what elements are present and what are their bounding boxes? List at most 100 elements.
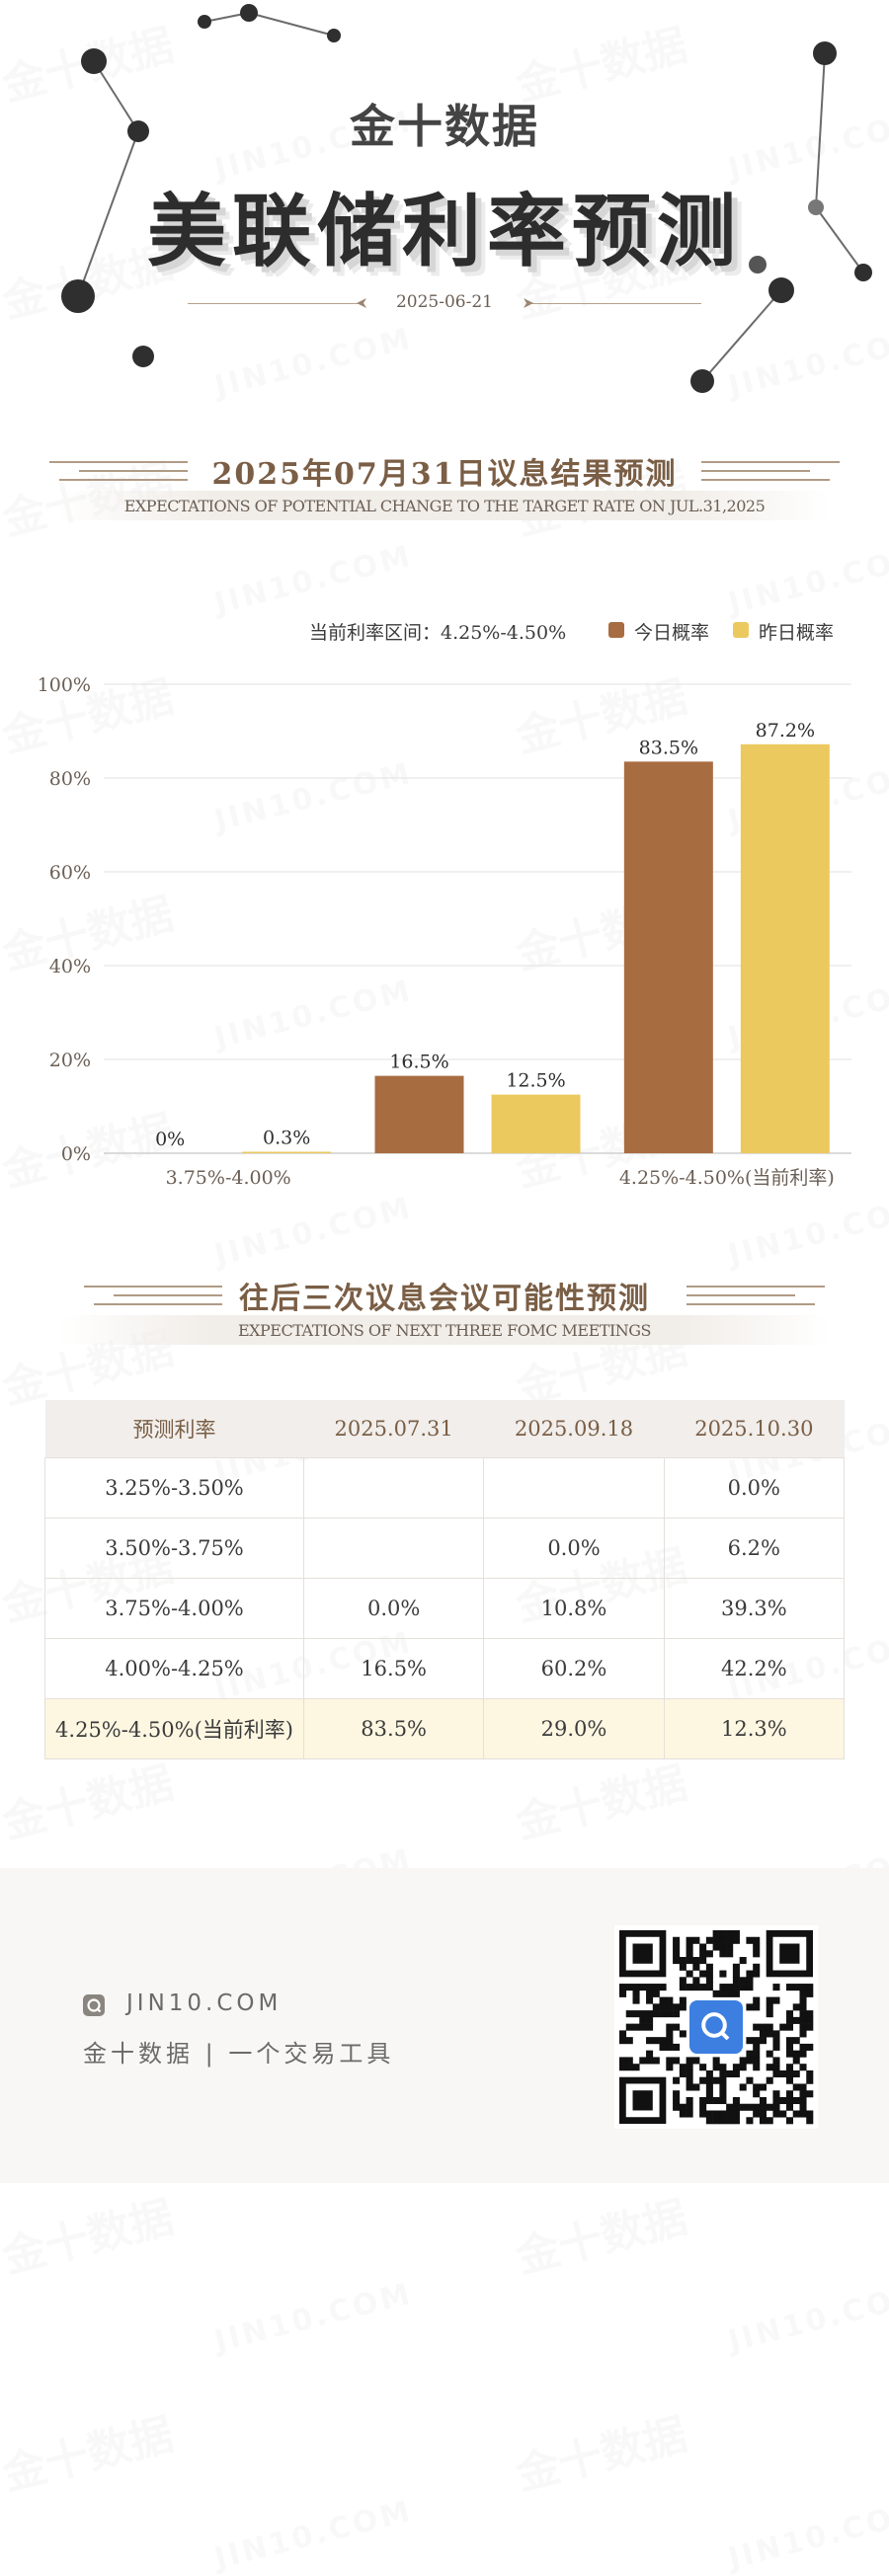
section2-title: 往后三次议息会议可能性预测 [239,1282,650,1316]
qr-module [772,2103,780,2111]
qr-module [673,2103,681,2111]
qr-module [719,2076,727,2084]
qr-module [705,2090,713,2098]
y-tick-label: 100% [38,674,91,696]
qr-module [719,1950,727,1958]
qr-module [732,1990,740,1997]
qr-module [772,2037,780,2045]
qr-module [666,2064,674,2071]
data-label: 16.5% [389,1052,448,1073]
qr-module [673,2010,681,2018]
qr-module [679,1984,687,1991]
bar [491,1094,581,1153]
qr-module [753,1950,761,1958]
qr-module [746,1970,754,1978]
qr-module [766,2064,773,2071]
table-cell [483,1457,665,1519]
table-cell: 83.5% [302,1698,485,1759]
qr-module [673,2076,681,2084]
qr-module [705,1950,713,1958]
section1-left-deco-1 [49,461,188,463]
section1-right-deco-3 [701,479,830,481]
qr-module [719,2083,727,2091]
qr-module [799,2096,807,2105]
qr-module [785,2076,794,2084]
date-left-arrow [357,298,366,308]
qr-module [759,2030,767,2038]
qr-module [739,1957,747,1965]
qr-module [799,1996,807,2004]
qr-module [719,2096,727,2105]
qr-module [692,1936,700,1944]
qr-module [666,1996,674,2004]
qr-module [652,1984,660,1991]
qr-module [726,1943,734,1951]
qr-module [646,2016,654,2024]
qr-module [785,2043,794,2051]
qr-module [746,2076,754,2084]
qr-module [766,2010,773,2018]
qr-module [639,2023,647,2031]
qr-module [732,1984,740,1991]
table-row-current-rate: 4.25%-4.50%(当前利率) 83.5% 29.0% 12.3% [44,1698,846,1759]
qr-module [686,2064,693,2071]
qr-module [806,1990,814,1997]
qr-module [666,2037,674,2045]
qr-module [792,2083,800,2091]
qr-module [753,2110,761,2118]
qr-module [719,1943,727,1951]
qr-module [799,2003,807,2011]
qr-module [753,2090,761,2098]
qr-module [753,2083,761,2091]
qr-module [792,1984,800,1991]
watermark-text: 金十数据 [511,2409,692,2501]
watermark-text: JIN10.COM [724,2276,889,2360]
qr-module [753,2037,761,2045]
qr-module [792,2003,800,2011]
qr-module [712,2076,720,2084]
qr-module [659,2003,667,2011]
qr-module [806,2090,814,2098]
section2-left-deco-2 [114,1294,222,1296]
qr-module [785,1984,794,1991]
qr-module [705,2110,713,2118]
qr-module [759,2096,767,2105]
qr-module [719,1930,727,1938]
qr-module [719,2090,727,2098]
qr-module [753,1970,761,1978]
y-tick-label: 60% [49,862,91,884]
qr-module [726,2117,734,2125]
qr-module [753,2064,761,2071]
page-title: 美联储利率预测 [147,186,742,277]
qr-module [746,1984,754,1991]
qr-module [753,1996,761,2004]
qr-module [679,1957,687,1965]
qr-module [726,1950,734,1958]
table-header-meeting-3: 2025.10.30 [664,1400,845,1458]
table-cell-rate: 3.25%-3.50% [44,1457,304,1519]
qr-module [766,2023,773,2031]
bar [740,743,830,1153]
qr-module [692,1977,700,1985]
qr-module [712,2096,720,2105]
qr-module [705,2069,713,2077]
watermark-text: 金十数据 [0,1757,179,1849]
qr-module [766,2103,773,2111]
qr-module [726,1990,734,1997]
qr-module [673,1950,681,1958]
qr-module [666,2003,674,2011]
table-cell [302,1457,485,1519]
qr-module [619,1984,627,1991]
qr-module [705,1963,713,1971]
qr-module [785,2010,794,2018]
legend-today-label: 今日概率 [634,622,710,644]
qr-module [732,2069,740,2077]
qr-module [652,2057,660,2065]
qr-module [792,2096,800,2105]
qr-module [785,2117,794,2125]
qr-module [732,2096,740,2105]
qr-module [688,1999,744,2055]
qr-module [673,2043,681,2051]
table-cell-rate: 4.00%-4.25% [44,1638,304,1699]
table-cell: 39.3% [663,1578,846,1639]
